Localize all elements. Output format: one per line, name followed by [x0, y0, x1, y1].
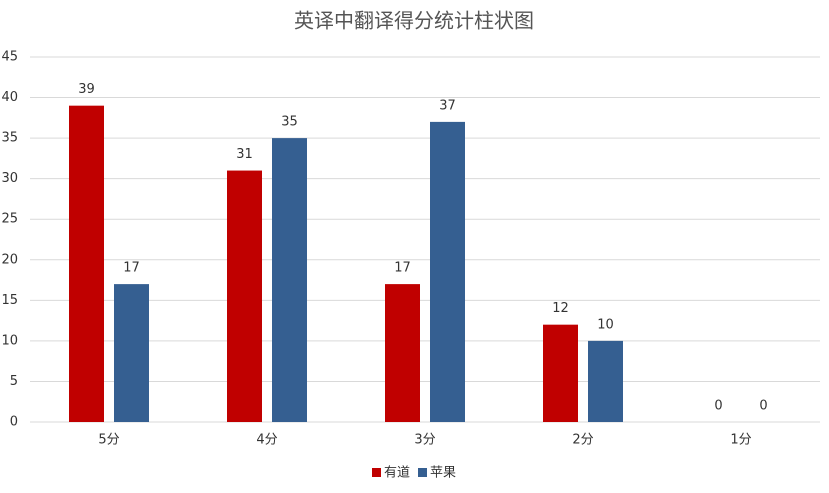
chart-title: 英译中翻译得分统计柱状图 — [294, 9, 534, 33]
bar — [114, 284, 149, 422]
y-tick-label: 5 — [10, 374, 18, 389]
x-tick-label: 2分 — [572, 433, 593, 448]
data-label: 17 — [123, 261, 140, 276]
x-tick-label: 5分 — [98, 433, 119, 448]
legend-label: 有道 — [384, 466, 410, 481]
bar — [385, 284, 420, 422]
legend-swatch — [418, 468, 427, 477]
y-tick-label: 10 — [1, 333, 18, 348]
y-tick-label: 45 — [1, 50, 18, 65]
data-label: 17 — [394, 261, 411, 276]
y-tick-label: 0 — [10, 415, 18, 430]
bar — [543, 324, 578, 422]
bar — [272, 138, 307, 422]
data-label: 37 — [439, 98, 456, 113]
x-tick-label: 3分 — [414, 433, 435, 448]
legend-label: 苹果 — [430, 466, 456, 481]
y-tick-label: 30 — [1, 171, 18, 186]
y-tick-label: 35 — [1, 131, 18, 146]
legend-swatch — [372, 468, 381, 477]
data-label: 0 — [714, 399, 722, 414]
data-label: 10 — [597, 317, 614, 332]
data-label: 31 — [236, 147, 253, 162]
x-tick-label: 4分 — [256, 433, 277, 448]
bar — [430, 121, 465, 422]
y-tick-label: 20 — [1, 252, 18, 267]
y-tick-label: 15 — [1, 293, 18, 308]
bar — [588, 340, 623, 422]
data-label: 35 — [281, 115, 298, 130]
data-label: 39 — [78, 82, 95, 97]
y-tick-label: 40 — [1, 90, 18, 105]
x-tick-label: 1分 — [730, 433, 751, 448]
bar — [69, 105, 104, 423]
bar — [227, 170, 262, 422]
data-label: 12 — [552, 301, 569, 316]
data-label: 0 — [759, 399, 767, 414]
y-tick-label: 25 — [1, 212, 18, 227]
